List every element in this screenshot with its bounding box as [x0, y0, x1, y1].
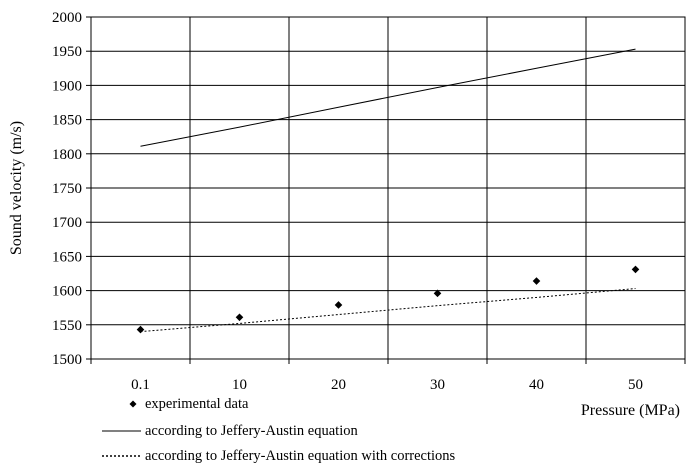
data-point	[433, 289, 442, 298]
y-tick-label: 1900	[52, 78, 82, 94]
y-tick-label: 1500	[52, 352, 82, 368]
x-axis-title: Pressure (MPa)	[581, 402, 680, 419]
legend-item: according to Jeffery-Austin equation wit…	[102, 448, 456, 464]
y-tick-label: 1850	[52, 113, 82, 129]
y-tick-label: 1750	[52, 181, 82, 197]
x-tick-label: 0.1	[131, 377, 150, 393]
x-tick-label: 50	[628, 377, 643, 393]
series-layer	[136, 48, 640, 334]
y-tick-label: 1600	[52, 284, 82, 300]
data-point	[631, 265, 640, 274]
data-point	[136, 325, 145, 334]
y-tick-label: 1550	[52, 318, 82, 334]
series-3	[140, 288, 636, 333]
data-point	[334, 301, 343, 309]
grid-lines	[91, 17, 685, 359]
legend-swatch-diamond	[129, 400, 137, 408]
series-line	[140, 288, 636, 333]
legend-item: experimental data	[129, 396, 249, 412]
series-2	[140, 48, 636, 147]
series-line	[140, 48, 636, 147]
y-tick-label: 1950	[52, 44, 82, 60]
series-1	[136, 265, 640, 334]
legend-label: according to Jeffery-Austin equation	[145, 423, 358, 439]
legend: experimental data according to Jeffery-Au…	[102, 396, 456, 464]
x-tick-label: 20	[331, 377, 346, 393]
y-tick-label: 1800	[52, 147, 82, 163]
y-tick-label: 1650	[52, 249, 82, 265]
data-point	[235, 313, 244, 322]
legend-label: according to Jeffery-Austin equation wit…	[145, 448, 456, 464]
legend-item: according to Jeffery-Austin equation	[102, 423, 358, 439]
y-tick-label: 2000	[52, 10, 82, 26]
data-point	[532, 277, 541, 285]
y-tick-label: 1700	[52, 215, 82, 231]
y-axis-title: Sound velocity (m/s)	[8, 121, 25, 255]
x-axis-ticks: 0.1 10 20 30 40 50	[90, 359, 686, 393]
x-tick-label: 40	[529, 377, 544, 393]
x-tick-label: 10	[232, 377, 247, 393]
y-axis-ticks: 1500 1550 1600 1650 1700 1750 1800 1850 1900 1950…	[52, 10, 91, 368]
legend-label: experimental data	[145, 396, 249, 412]
x-tick-label: 30	[430, 377, 445, 393]
